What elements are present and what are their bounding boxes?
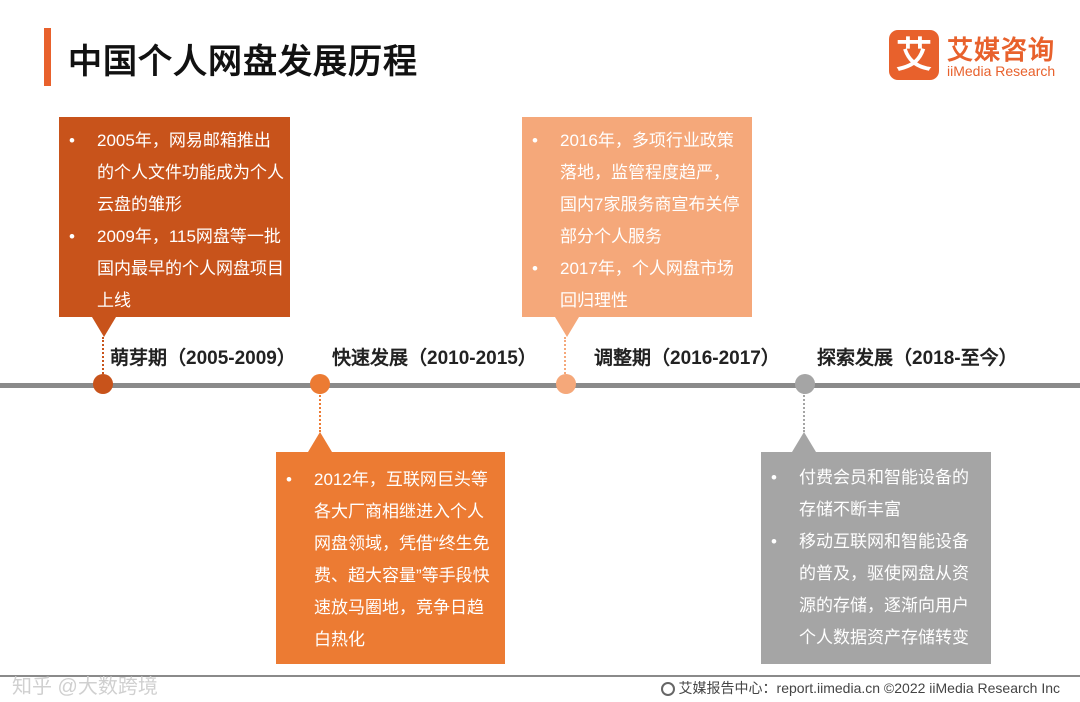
iimedia-logo: 艾 艾媒咨询 iiMedia Research — [889, 30, 1069, 86]
page-title: 中国个人网盘发展历程 — [68, 43, 418, 81]
stage3-dot — [556, 374, 576, 394]
title-accent-bar — [44, 28, 51, 86]
stage1-box: 2005年，网易邮箱推出的个人文件功能成为个人云盘的雏形 2009年，115网盘… — [59, 117, 290, 317]
phase-label-4: 探索发展（2018-至今） — [817, 348, 1018, 369]
stage3-item-1: 2016年，多项行业政策落地，监管程度趋严，国内7家服务商宣布关停部分个人服务 — [522, 125, 746, 253]
stage2-connector — [319, 392, 321, 432]
phase-label-3: 调整期（2016-2017） — [594, 348, 780, 369]
stage1-item-1: 2005年，网易邮箱推出的个人文件功能成为个人云盘的雏形 — [59, 125, 284, 221]
stage3-pointer — [555, 317, 579, 337]
stage4-box: 付费会员和智能设备的存储不断丰富 移动互联网和智能设备的普及，驱使网盘从资源的存… — [761, 452, 991, 664]
phase-label-2: 快速发展（2010-2015） — [332, 348, 537, 369]
stage4-item-2: 移动互联网和智能设备的普及，驱使网盘从资源的存储，逐渐向用户个人数据资产存储转变 — [761, 526, 985, 654]
stage4-connector — [803, 392, 805, 432]
phase-label-1: 萌芽期（2005-2009） — [110, 348, 296, 369]
stage1-pointer — [92, 317, 116, 337]
logo-text-en: iiMedia Research — [947, 63, 1056, 79]
stage1-dot — [93, 374, 113, 394]
stage1-connector — [102, 337, 104, 377]
logo-text-cn: 艾媒咨询 — [947, 35, 1056, 65]
watermark: 知乎 @大数跨境 — [12, 676, 158, 698]
footer-divider — [0, 675, 1080, 677]
stage4-dot — [795, 374, 815, 394]
timeline-line — [0, 383, 1080, 388]
footer: 艾媒报告中心：report.iimedia.cn ©2022 iiMedia R… — [660, 678, 1060, 698]
stage4-pointer — [792, 432, 816, 452]
stage3-box: 2016年，多项行业政策落地，监管程度趋严，国内7家服务商宣布关停部分个人服务 … — [522, 117, 752, 317]
stage2-box: 2012年，互联网巨头等各大厂商相继进入个人网盘领域，凭借“终生免费、超大容量”… — [276, 452, 505, 664]
stage4-item-1: 付费会员和智能设备的存储不断丰富 — [761, 462, 985, 526]
stage2-dot — [310, 374, 330, 394]
logo-mark: 艾 — [889, 30, 939, 80]
stage3-item-2: 2017年，个人网盘市场回归理性 — [522, 253, 746, 317]
globe-icon — [660, 682, 675, 696]
stage2-pointer — [308, 432, 332, 452]
stage3-connector — [564, 337, 566, 377]
footer-source: 艾媒报告中心：report.iimedia.cn ©2022 iiMedia R… — [678, 680, 1060, 696]
stage1-item-2: 2009年，115网盘等一批国内最早的个人网盘项目上线 — [59, 221, 284, 317]
stage2-item-1: 2012年，互联网巨头等各大厂商相继进入个人网盘领域，凭借“终生免费、超大容量”… — [276, 464, 499, 656]
